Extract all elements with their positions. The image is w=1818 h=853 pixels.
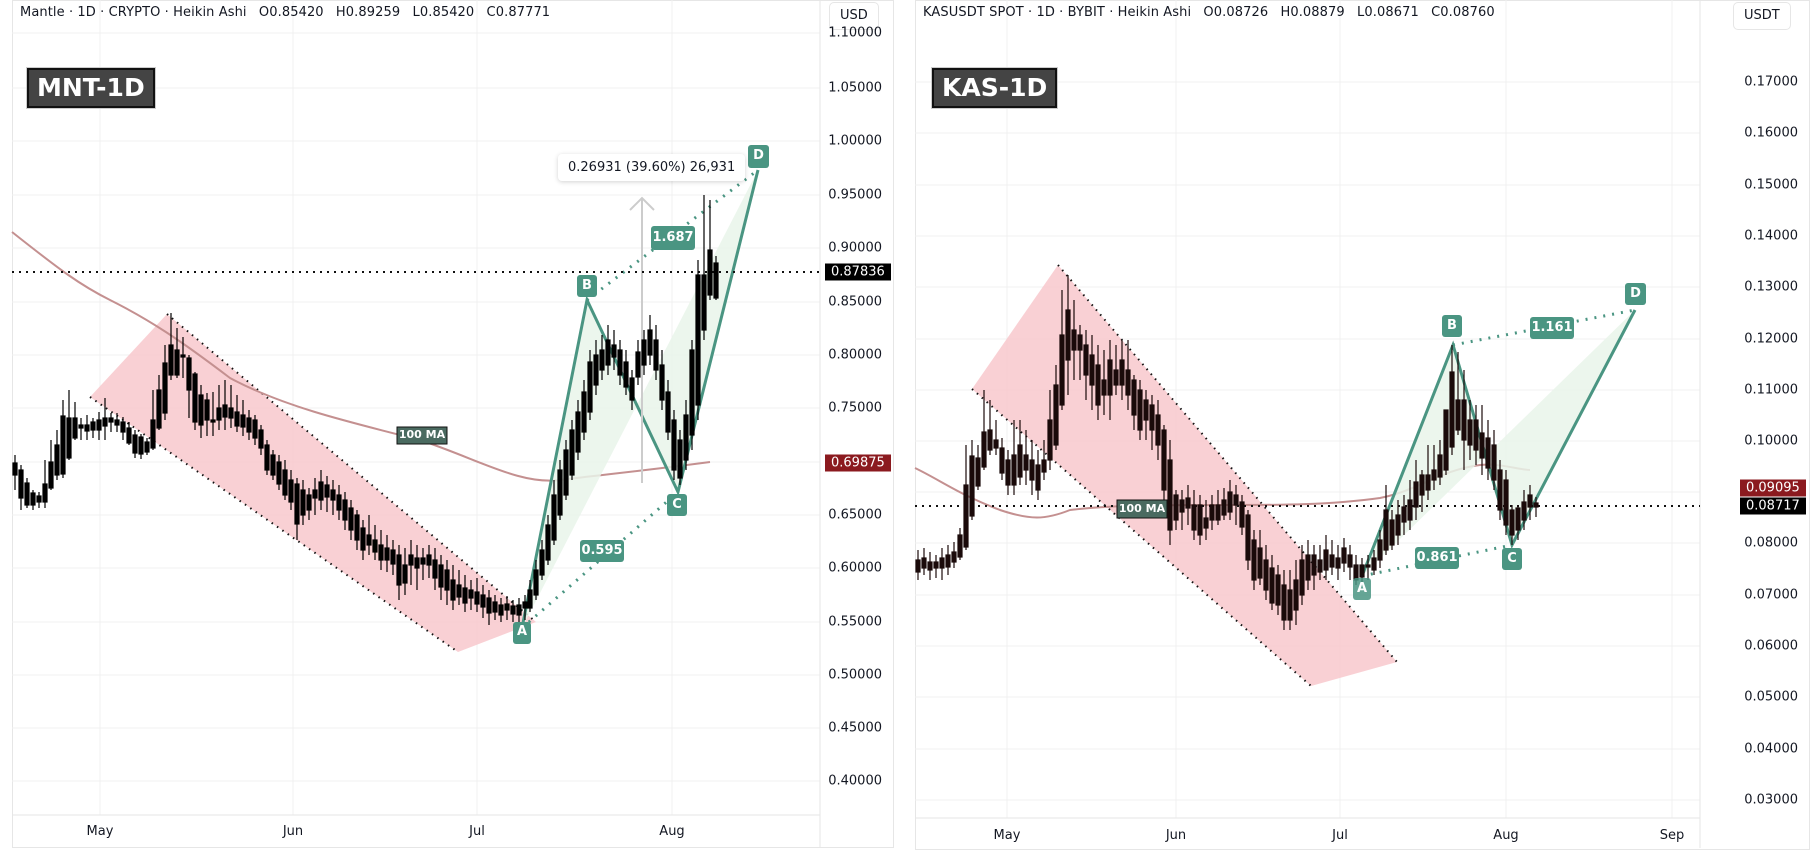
mnt-ma-price-tag: 0.69875: [825, 454, 891, 472]
mnt-symbol-info: Mantle · 1D · CRYPTO · Heikin Ashi: [20, 5, 247, 20]
mnt-ratio-ac: 0.595: [581, 543, 623, 558]
kas-last-price-tag: 0.08717: [1740, 497, 1806, 515]
kas-currency-button[interactable]: USDT: [1733, 2, 1791, 30]
mnt-x-tick: Jun: [282, 824, 304, 839]
kas-x-tick: Jun: [1165, 828, 1187, 843]
kas-x-tick: Jul: [1332, 828, 1348, 843]
mnt-x-tick: Jul: [469, 824, 485, 839]
kas-y-tick: 0.15000: [1744, 177, 1798, 193]
kas-ohlc-close: C0.08760: [1431, 5, 1495, 20]
kas-x-tick: Aug: [1493, 828, 1519, 843]
mnt-y-tick: 1.00000: [828, 133, 882, 149]
mnt-point-a-label: A: [516, 624, 528, 639]
mnt-measure-tooltip: 0.26931 (39.60%) 26,931: [558, 154, 746, 181]
kas-chart-panel[interactable]: KASUSDT SPOT · 1D · BYBIT · Heikin Ashi …: [900, 0, 1818, 853]
kas-y-tick: 0.04000: [1744, 741, 1798, 757]
mnt-ohlc-high: H0.89259: [335, 5, 401, 20]
mnt-chart-canvas[interactable]: [0, 0, 900, 853]
kas-point-markers: [1116, 283, 1646, 600]
mnt-y-tick: 0.50000: [828, 667, 882, 683]
kas-y-tick: 0.07000: [1744, 587, 1798, 603]
kas-ohlc-open: O0.08726: [1203, 5, 1269, 20]
kas-y-tick: 0.03000: [1744, 792, 1798, 808]
kas-y-tick: 0.14000: [1744, 228, 1798, 244]
mnt-y-tick: 0.55000: [828, 614, 882, 630]
kas-x-tick: May: [993, 828, 1021, 843]
kas-chart-frame: [915, 0, 1810, 850]
kas-x-tick: Sep: [1659, 828, 1685, 843]
kas-y-tick: 0.12000: [1744, 331, 1798, 347]
kas-legend: KASUSDT SPOT · 1D · BYBIT · Heikin Ashi …: [923, 5, 1495, 20]
mnt-x-tick: Aug: [659, 824, 685, 839]
kas-harmonic-pattern: [1360, 308, 1637, 578]
kas-y-tick: 0.05000: [1744, 689, 1798, 705]
mnt-y-tick: 1.05000: [828, 80, 882, 96]
kas-point-d-label: D: [1630, 286, 1641, 301]
kas-ratio-ac: 0.861: [1416, 550, 1458, 565]
mnt-point-d-label: D: [753, 148, 764, 163]
kas-ohlc-low: L0.08671: [1357, 5, 1419, 20]
mnt-y-tick: 0.45000: [828, 720, 882, 736]
mnt-ma-label: 100 MA: [398, 428, 446, 441]
kas-y-tick: 0.10000: [1744, 433, 1798, 449]
kas-y-tick: 0.06000: [1744, 638, 1798, 654]
kas-y-tick: 0.13000: [1744, 279, 1798, 295]
mnt-currency-button[interactable]: USD: [829, 2, 879, 30]
kas-ma-label: 100 MA: [1118, 502, 1166, 515]
mnt-ohlc-close: C0.87771: [486, 5, 551, 20]
mnt-chart-frame: [12, 0, 894, 848]
mnt-y-tick: 0.75000: [828, 400, 882, 416]
mnt-y-tick: 0.85000: [828, 294, 882, 310]
mnt-ohlc-low: L0.85420: [412, 5, 475, 20]
kas-ratio-bd: 1.161: [1531, 320, 1573, 335]
mnt-legend: Mantle · 1D · CRYPTO · Heikin Ashi O0.85…: [20, 5, 550, 20]
mnt-y-tick: 0.80000: [828, 347, 882, 363]
kas-point-b-label: B: [1447, 318, 1457, 333]
kas-ma-price-tag: 0.09095: [1740, 479, 1806, 497]
mnt-x-tick: May: [86, 824, 114, 839]
mnt-point-b-label: B: [582, 278, 592, 293]
mnt-ratio-bd: 1.687: [652, 230, 694, 245]
kas-symbol-info: KASUSDT SPOT · 1D · BYBIT · Heikin Ashi: [923, 5, 1192, 20]
kas-y-tick: 0.08000: [1744, 535, 1798, 551]
mnt-last-price-tag: 0.87836: [825, 263, 891, 281]
kas-chart-tag: KAS-1D: [930, 67, 1059, 109]
kas-candles: [915, 275, 1539, 630]
mnt-y-tick: 0.65000: [828, 507, 882, 523]
kas-point-a-label: A: [1356, 581, 1368, 596]
kas-point-c-label: C: [1507, 551, 1517, 566]
mnt-y-tick: 0.90000: [828, 240, 882, 256]
mnt-chart-tag: MNT-1D: [26, 67, 156, 109]
mnt-y-tick: 0.40000: [828, 773, 882, 789]
kas-descending-channel: [972, 265, 1397, 686]
kas-y-tick: 0.17000: [1744, 74, 1798, 90]
mnt-descending-channel: [90, 314, 536, 652]
kas-y-tick: 0.16000: [1744, 125, 1798, 141]
mnt-y-tick: 0.60000: [828, 560, 882, 576]
mnt-point-c-label: C: [672, 497, 682, 512]
mnt-candles: [12, 195, 719, 625]
kas-ohlc-high: H0.08879: [1280, 5, 1345, 20]
mnt-harmonic-pattern: [520, 168, 760, 630]
mnt-chart-panel[interactable]: Mantle · 1D · CRYPTO · Heikin Ashi O0.85…: [0, 0, 900, 853]
mnt-y-tick: 0.95000: [828, 187, 882, 203]
kas-y-tick: 0.11000: [1744, 382, 1798, 398]
mnt-y-tick: 1.10000: [828, 25, 882, 41]
kas-chart-canvas[interactable]: [900, 0, 1818, 853]
mnt-ohlc-open: O0.85420: [258, 5, 324, 20]
mnt-point-markers: [396, 145, 769, 644]
